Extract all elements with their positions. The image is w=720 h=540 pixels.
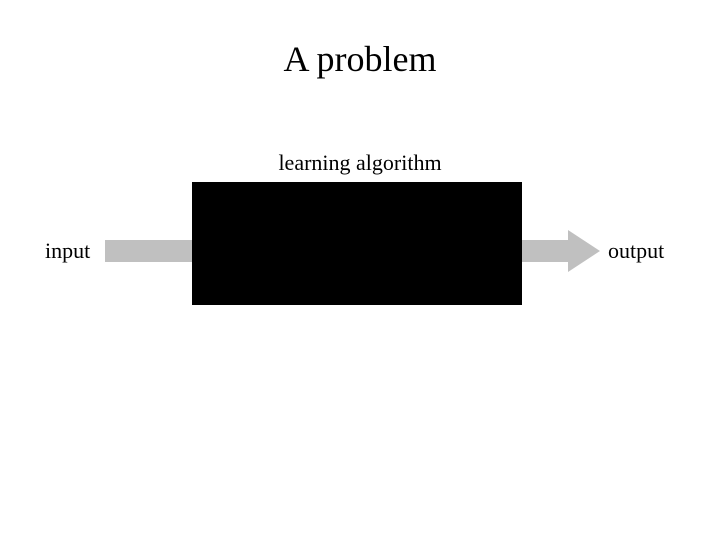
input-label: input (45, 238, 90, 264)
output-label: output (608, 238, 664, 264)
subtitle-label: learning algorithm (0, 150, 720, 176)
black-box (192, 182, 522, 305)
page-title: A problem (0, 38, 720, 80)
